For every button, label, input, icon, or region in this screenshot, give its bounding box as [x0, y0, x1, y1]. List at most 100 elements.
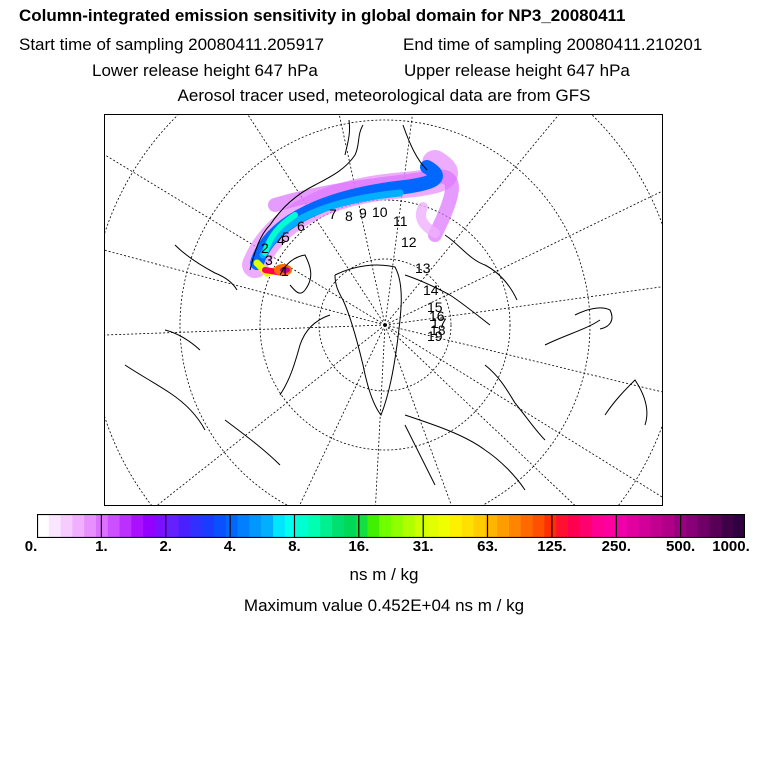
colorbar-tick-label: 16. [348, 538, 370, 555]
tracer-info-label: Aerosol tracer used, meteorological data… [177, 86, 591, 105]
trajectory-label: 3 [265, 252, 273, 268]
colorbar-cell [60, 514, 73, 538]
colorbar-cell [709, 514, 722, 538]
colorbar [37, 514, 745, 538]
trajectory-label: 19 [427, 328, 443, 344]
end-time-label: End time of sampling 20080411.210201 [403, 35, 703, 54]
trajectory-label: 11 [393, 213, 408, 229]
colorbar-tick-label: 4. [223, 538, 237, 555]
colorbar-cell [733, 514, 745, 538]
colorbar-cell [320, 514, 333, 538]
colorbar-cell [638, 514, 652, 538]
colorbar-cell [202, 514, 215, 538]
trajectory-label: 1 [281, 263, 289, 279]
colorbar-tick-label: 250. [601, 538, 631, 555]
trajectory-label: 8 [345, 208, 353, 224]
colorbar-cell [214, 514, 227, 538]
colorbar-cell [190, 514, 203, 538]
colorbar-cell [485, 514, 498, 538]
colorbar-tick-label: 8. [288, 538, 301, 555]
colorbar-cell [237, 514, 250, 538]
trajectory-label: 12 [401, 234, 417, 250]
colorbar-border [37, 514, 745, 538]
colorbar-cell [568, 514, 581, 538]
trajectory-label: 14 [423, 282, 439, 298]
trajectory-label: 17 [431, 315, 447, 331]
trajectory-label: 6 [297, 218, 305, 234]
colorbar-cell [532, 514, 545, 538]
colorbar-cell [284, 514, 298, 538]
colorbar-cell [37, 514, 50, 538]
colorbar-cell [391, 514, 404, 538]
colorbar-cell [72, 514, 85, 538]
colorbar-cell [143, 514, 156, 538]
trajectory-label: 7 [329, 206, 337, 222]
colorbar-cells [37, 514, 745, 538]
colorbar-tick-label: 0. [24, 538, 38, 555]
colorbar-tick-label: 1000. [712, 538, 750, 555]
colorbar-cell [579, 514, 593, 538]
colorbar-cell [355, 514, 368, 538]
upper-release-label: Upper release height 647 hPa [404, 61, 630, 80]
colorbar-cell [402, 514, 416, 538]
lower-release-label: Lower release height 647 hPa [92, 61, 318, 80]
colorbar-tick-label: 31. [412, 538, 434, 555]
colorbar-cell [119, 514, 132, 538]
colorbar-cell [438, 514, 451, 538]
trajectory-label: 15 [427, 299, 443, 315]
colorbar-cell [225, 514, 239, 538]
colorbar-cell [473, 514, 486, 538]
colorbar-tick-label: 500. [666, 538, 696, 555]
map-canvas: 1 2 3 4 5 6 7 8 9 10 11 12 13 14 15 16 1… [105, 115, 662, 505]
trajectory-label: 4 [277, 232, 285, 248]
colorbar-cell [84, 514, 97, 538]
colorbar-cell [343, 514, 357, 538]
colorbar-cell [497, 514, 510, 538]
colorbar-cell [249, 514, 262, 538]
colorbar-cell [426, 514, 439, 538]
trajectory-label: 10 [372, 204, 388, 220]
colorbar-dividers [100, 514, 682, 538]
colorbar-cell [520, 514, 534, 538]
units-label: ns m / kg [349, 565, 419, 584]
plot-title: Column-integrated emission sensitivity i… [19, 6, 626, 25]
colorbar-cell [650, 514, 663, 538]
colorbar-cell [107, 514, 121, 538]
colorbar-cell [96, 514, 109, 538]
trajectory-label: 9 [359, 205, 367, 221]
meridian-lines [105, 115, 662, 505]
colorbar-cell [697, 514, 711, 538]
colorbar-tick-label: 2. [159, 538, 172, 555]
colorbar-cell [261, 514, 274, 538]
colorbar-cell [450, 514, 463, 538]
colorbar-cell [662, 514, 675, 538]
trajectory-label: 5 [282, 229, 290, 245]
colorbar-cell [591, 514, 604, 538]
colorbar-cell [509, 514, 522, 538]
colorbar-cell [603, 514, 616, 538]
colorbar-cell [155, 514, 168, 538]
trajectory-label: 2 [261, 240, 269, 256]
colorbar-cell [556, 514, 569, 538]
colorbar-tick-label: 63. [477, 538, 498, 555]
colorbar-cell [721, 514, 734, 538]
colorbar-cell [686, 514, 699, 538]
colorbar-cell [131, 514, 144, 538]
sensitivity-plume [242, 150, 459, 278]
colorbar-cell [544, 514, 557, 538]
colorbar-cell [308, 514, 321, 538]
start-time-label: Start time of sampling 20080411.205917 [19, 35, 324, 54]
trajectory-label: 18 [430, 322, 446, 338]
colorbar-tick-label: 1. [95, 538, 108, 555]
colorbar-cell [461, 514, 475, 538]
colorbar-cell [414, 514, 427, 538]
coastlines [124, 119, 648, 491]
colorbar-cell [166, 514, 180, 538]
colorbar-cell [379, 514, 392, 538]
colorbar-cell [296, 514, 309, 538]
maximum-value-label: Maximum value 0.452E+04 ns m / kg [243, 596, 525, 615]
trajectory-labels: 1 2 3 4 5 6 7 8 9 10 11 12 13 14 15 16 1… [261, 204, 447, 344]
colorbar-cell [332, 514, 345, 538]
colorbar-cell [48, 514, 62, 538]
colorbar-cell [178, 514, 191, 538]
